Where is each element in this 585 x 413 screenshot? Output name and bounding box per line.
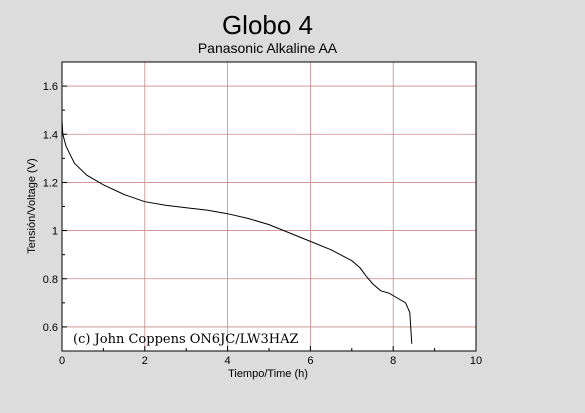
y-axis-label: Tensión/Voltage (V)	[26, 158, 38, 253]
y-tick-label: 0.8	[43, 274, 58, 286]
x-tick-label: 10	[470, 355, 482, 367]
x-axis-label: Tiempo/Time (h)	[228, 368, 308, 380]
chart-subtitle: Panasonic Alkaline AA	[197, 40, 338, 56]
y-tick-label: 1	[52, 226, 58, 238]
series-line-0	[61, 119, 413, 344]
y-tick-label: 1.6	[43, 81, 58, 93]
x-tick-label: 0	[59, 355, 65, 367]
x-tick-label: 6	[307, 355, 313, 367]
y-tick-label: 1.4	[43, 129, 58, 141]
y-tick-label: 0.6	[43, 322, 58, 334]
chart-title: Globo 4	[221, 10, 314, 40]
copyright-annotation: (c) John Coppens ON6JC/LW3HAZ	[73, 332, 299, 347]
axis-ticks: 0 2 4 6 8 10 0.6 0.8 1 1.2 1.4 1.6	[43, 61, 482, 367]
plot-area	[62, 62, 476, 351]
x-tick-label: 4	[225, 355, 231, 367]
x-tick-label: 8	[390, 355, 396, 367]
y-tick-label: 1.2	[43, 177, 58, 189]
grid-lines	[62, 62, 476, 351]
x-tick-label: 2	[142, 355, 148, 367]
series-group	[61, 119, 413, 344]
